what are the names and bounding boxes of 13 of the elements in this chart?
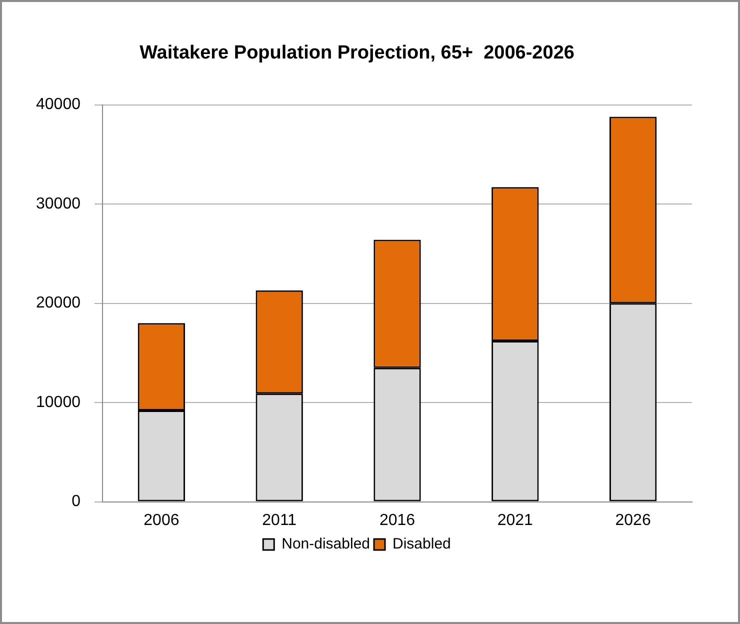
x-tick-label: 2006 xyxy=(144,512,180,529)
x-tick-label: 2016 xyxy=(379,512,416,529)
chart-title: Waitakere Population Projection, 65+ 2006-2026 xyxy=(140,42,574,64)
y-tick-label: 10000 xyxy=(36,394,81,411)
y-tick-label: 20000 xyxy=(36,294,81,312)
y-tick-label: 30000 xyxy=(36,195,81,212)
legend-label: Disabled xyxy=(392,536,451,553)
legend-label: Non-disabled xyxy=(282,536,370,553)
y-tick-label: 0 xyxy=(72,493,81,510)
x-tick-label: 2021 xyxy=(497,512,534,529)
x-tick-label: 2011 xyxy=(262,512,297,529)
y-tick-label: 40000 xyxy=(36,96,81,114)
x-tick-label: 2026 xyxy=(615,512,651,529)
